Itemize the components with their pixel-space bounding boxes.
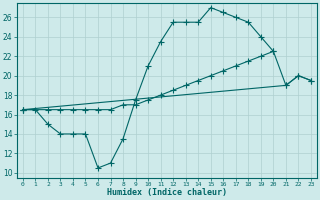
X-axis label: Humidex (Indice chaleur): Humidex (Indice chaleur)	[107, 188, 227, 197]
